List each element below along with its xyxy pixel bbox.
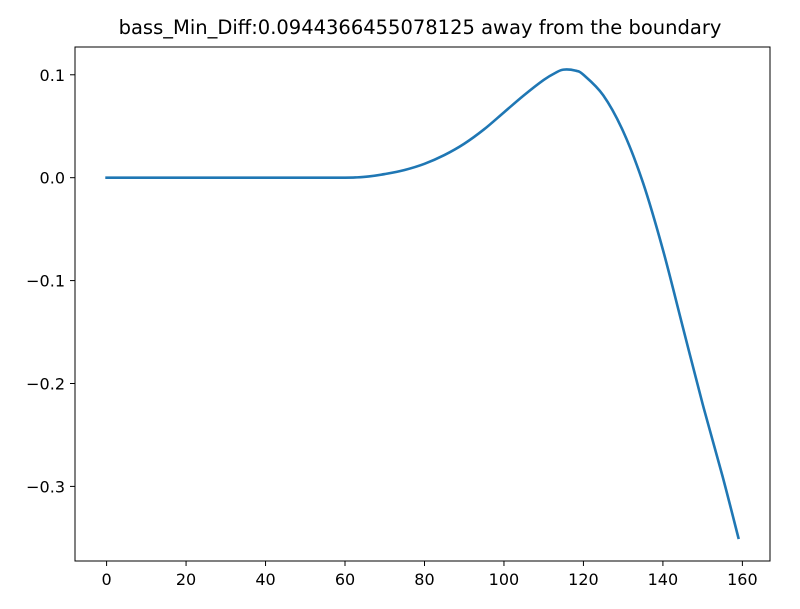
- x-tick-label: 160: [727, 570, 758, 589]
- x-tick-label: 80: [414, 570, 434, 589]
- x-tick-label: 40: [255, 570, 275, 589]
- x-tick-label: 120: [568, 570, 599, 589]
- x-tick-label: 140: [648, 570, 679, 589]
- y-tick-label: 0.1: [40, 66, 65, 85]
- y-tick-label: −0.1: [26, 272, 65, 291]
- series-line: [105, 68, 740, 540]
- x-tick-label: 100: [489, 570, 520, 589]
- x-tick-label: 60: [335, 570, 355, 589]
- y-tick-label: −0.2: [26, 374, 65, 393]
- plot-area-frame: [74, 46, 771, 562]
- chart-title: bass_Min_Diff:0.0944366455078125 away fr…: [119, 16, 722, 39]
- x-tick-label: 0: [101, 570, 111, 589]
- axis-ticks: 0 20 40 60 80 100 120 140 160 0.1 0.0 −0.1 −0.2 −0.3: [26, 66, 758, 589]
- x-tick-label: 20: [176, 570, 196, 589]
- series-group: [105, 68, 740, 540]
- y-tick-label: 0.0: [40, 169, 65, 188]
- y-tick-label: −0.3: [26, 477, 65, 496]
